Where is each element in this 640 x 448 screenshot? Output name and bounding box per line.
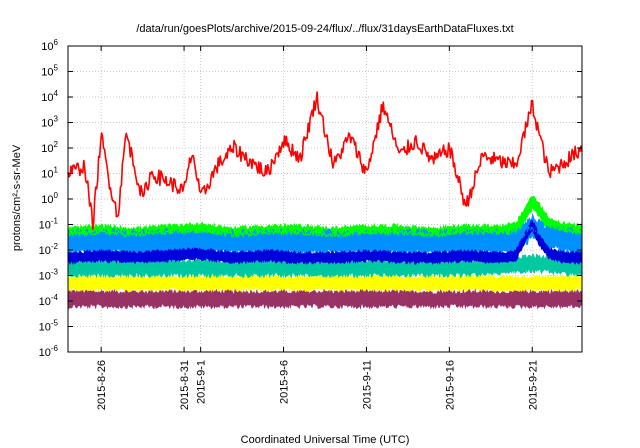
y-tick-label-4: 10-2 (39, 242, 59, 257)
series-line-maroon (67, 294, 583, 305)
y-tick-label-5: 10-1 (39, 217, 59, 232)
y-tick-label-1: 10-5 (39, 319, 59, 334)
chart-title: /data/run/goesPlots/archive/2015-09-24/f… (136, 23, 513, 35)
y-tick-label-2: 10-4 (39, 293, 59, 308)
x-tick-label-6: 2015-9-21 (527, 360, 539, 410)
y-tick-label-12: 106 (41, 38, 58, 53)
series-line-yellow (67, 278, 583, 288)
y-axis-label: protons/cm²-s-sr-MeV (11, 144, 23, 251)
x-tick-label-2: 2015-9-1 (196, 360, 208, 404)
y-tick-label-11: 105 (41, 64, 58, 79)
y-tick-label-8: 102 (41, 140, 58, 155)
x-tick-label-1: 2015-8-31 (179, 360, 191, 410)
x-axis-label: Coordinated Universal Time (UTC) (241, 434, 410, 446)
x-axis: 2015-8-26 2015-8-31 2015-9-1 2015-9-6 2015-9… (96, 46, 539, 410)
plot-frame (67, 45, 583, 353)
y-tick-label-7: 101 (41, 166, 58, 181)
x-tick-label-4: 2015-9-11 (361, 360, 373, 409)
series-line-teal (67, 259, 583, 273)
y-tick-label-6: 100 (41, 191, 58, 206)
y-tick-label-9: 103 (41, 115, 58, 130)
x-tick-label-0: 2015-8-26 (96, 360, 108, 410)
series-line-azure (67, 225, 583, 249)
y-axis: 10-6 10-5 10-4 10-3 10-2 10-1 100 101 102 103 104 1… (39, 38, 582, 359)
series-lines (67, 91, 583, 305)
y-tick-label-10: 104 (41, 89, 58, 104)
series-line-red (67, 91, 583, 231)
y-tick-label-3: 10-3 (39, 268, 59, 283)
series-bands (67, 195, 583, 310)
x-tick-label-3: 2015-9-6 (279, 360, 291, 404)
series-line-blue (67, 224, 583, 262)
series-line-green (67, 199, 583, 239)
grid-lines (68, 45, 582, 353)
y-tick-label-0: 10-6 (39, 344, 59, 359)
x-tick-label-5: 2015-9-16 (444, 360, 456, 410)
